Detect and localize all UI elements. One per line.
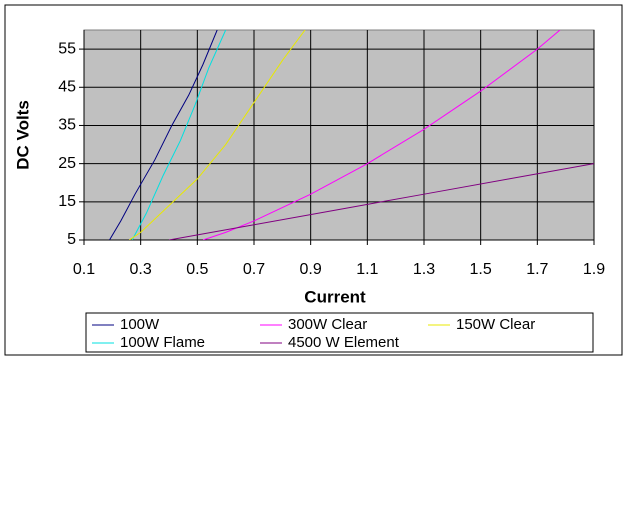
legend-label: 300W Clear: [288, 316, 367, 333]
plot-area: [83, 29, 595, 241]
series-line: [109, 30, 218, 240]
y-tick-label: 15: [58, 193, 76, 210]
y-tick-label: 5: [67, 231, 76, 248]
series-line: [168, 163, 594, 240]
y-tick-label: 25: [58, 155, 76, 172]
y-tick-label: 55: [58, 40, 76, 57]
x-tick-label: 0.1: [73, 261, 95, 278]
y-axis-label: DC Volts: [13, 100, 32, 170]
series-line: [131, 30, 227, 240]
legend-label: 100W Flame: [120, 334, 205, 351]
x-tick-label: 1.3: [413, 261, 435, 278]
x-tick-label: 0.7: [243, 261, 265, 278]
legend-label: 4500 W Element: [288, 334, 400, 351]
x-tick-label: 1.5: [470, 261, 492, 278]
x-tick-label: 1.7: [526, 261, 548, 278]
x-tick-label: 0.9: [300, 261, 322, 278]
x-tick-label: 1.1: [356, 261, 378, 278]
legend-label: 150W Clear: [456, 316, 535, 333]
x-tick-label: 1.9: [583, 261, 605, 278]
y-tick-label: 45: [58, 78, 76, 95]
x-axis-label: Current: [304, 287, 366, 306]
y-tick-label: 35: [58, 117, 76, 134]
legend: [85, 312, 594, 353]
series-line: [129, 30, 306, 240]
legend-label: 100W: [120, 316, 160, 333]
x-tick-label: 0.3: [130, 261, 152, 278]
x-tick-label: 0.5: [186, 261, 208, 278]
